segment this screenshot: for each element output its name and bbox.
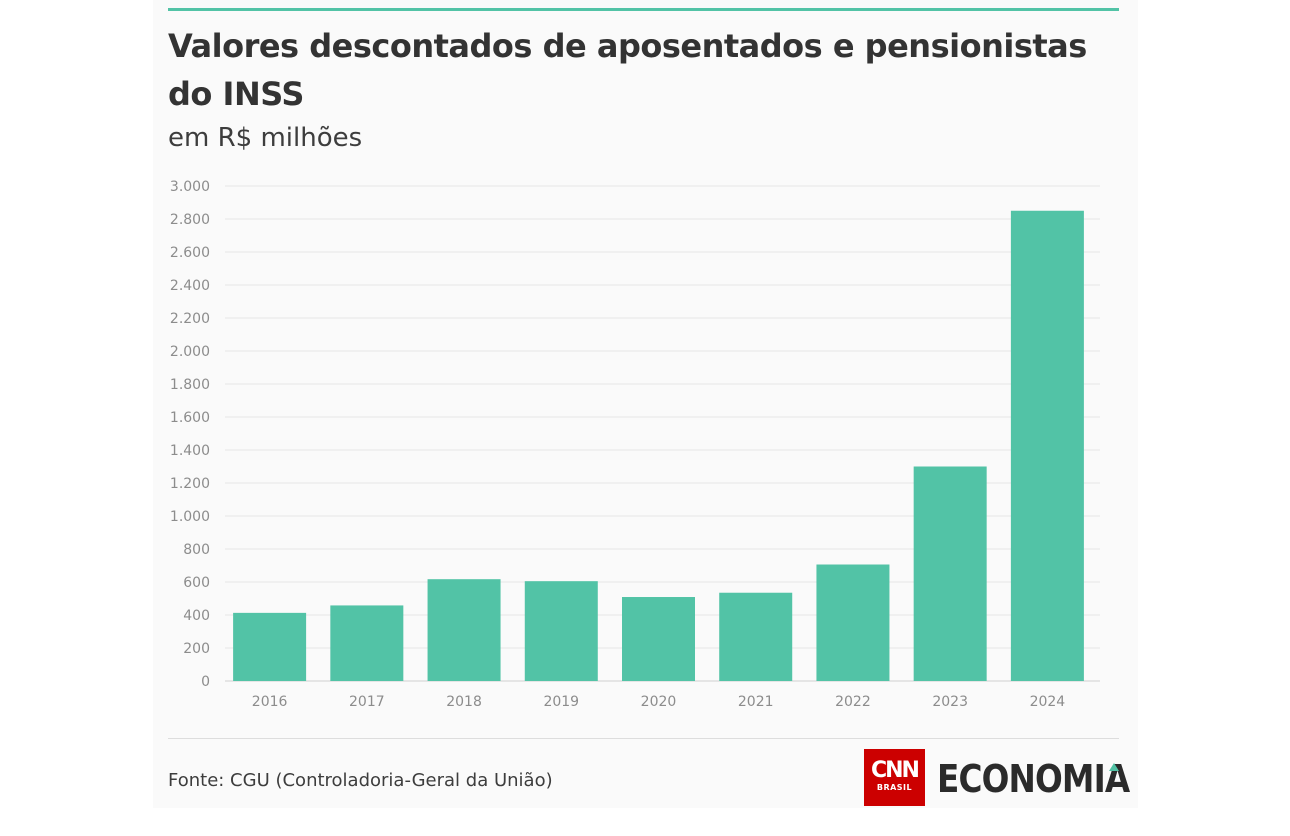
y-tick-label: 800 <box>183 542 210 558</box>
y-tick-label: 400 <box>183 608 210 624</box>
bar-2016 <box>233 612 307 681</box>
x-axis-ticks: 2016 2017 2018 2019 2020 2021 2022 2023 2024 <box>252 694 1065 710</box>
y-tick-label: 1.400 <box>170 443 210 459</box>
y-tick-label: 0 <box>201 674 210 690</box>
source-note: Fonte: CGU (Controladoria-Geral da União… <box>168 770 553 791</box>
x-tick-label: 2024 <box>1030 694 1066 710</box>
cnn-brasil-logo: CNN BRASIL <box>864 749 925 806</box>
y-tick-label: 2.600 <box>170 245 210 261</box>
y-tick-label: 3.000 <box>170 179 210 195</box>
y-tick-label: 1.800 <box>170 377 210 393</box>
bar-2020 <box>622 597 695 681</box>
bar-2023 <box>913 466 987 681</box>
x-tick-label: 2020 <box>641 694 677 710</box>
y-tick-label: 2.000 <box>170 344 210 360</box>
bar-2019 <box>524 581 598 681</box>
economia-accent-icon <box>1109 763 1119 771</box>
bars <box>233 210 1084 681</box>
y-tick-label: 1.200 <box>170 476 210 492</box>
chart-subtitle: em R$ milhões <box>168 123 363 153</box>
top-accent-rule <box>168 8 1119 11</box>
x-tick-label: 2017 <box>349 694 385 710</box>
x-tick-label: 2022 <box>835 694 871 710</box>
y-tick-label: 2.400 <box>170 278 210 294</box>
x-tick-label: 2019 <box>543 694 579 710</box>
economia-wordmark: ECONOMIA <box>937 757 1130 801</box>
y-tick-label: 2.800 <box>170 212 210 228</box>
bar-2017 <box>330 605 404 681</box>
y-axis-ticks: 0 200 400 600 800 1.000 1.200 1.400 1.600 1.800 2.… <box>170 179 210 690</box>
y-tick-label: 600 <box>183 575 210 591</box>
x-tick-label: 2021 <box>738 694 774 710</box>
y-tick-label: 1.600 <box>170 410 210 426</box>
chart-title: Valores descontados de aposentados e pen… <box>168 27 1087 113</box>
bar-2024 <box>1010 210 1084 681</box>
x-tick-label: 2016 <box>252 694 288 710</box>
bar-2022 <box>816 564 890 681</box>
footer-divider <box>168 738 1119 739</box>
x-tick-label: 2018 <box>446 694 482 710</box>
x-tick-label: 2023 <box>932 694 968 710</box>
cnn-logo-subtext: BRASIL <box>876 783 913 792</box>
bar-2018 <box>427 579 501 681</box>
y-tick-label: 200 <box>183 641 210 657</box>
y-tick-label: 2.200 <box>170 311 210 327</box>
cnn-logo-text: CNN <box>871 758 920 783</box>
bar-2021 <box>719 592 793 681</box>
y-tick-label: 1.000 <box>170 509 210 525</box>
